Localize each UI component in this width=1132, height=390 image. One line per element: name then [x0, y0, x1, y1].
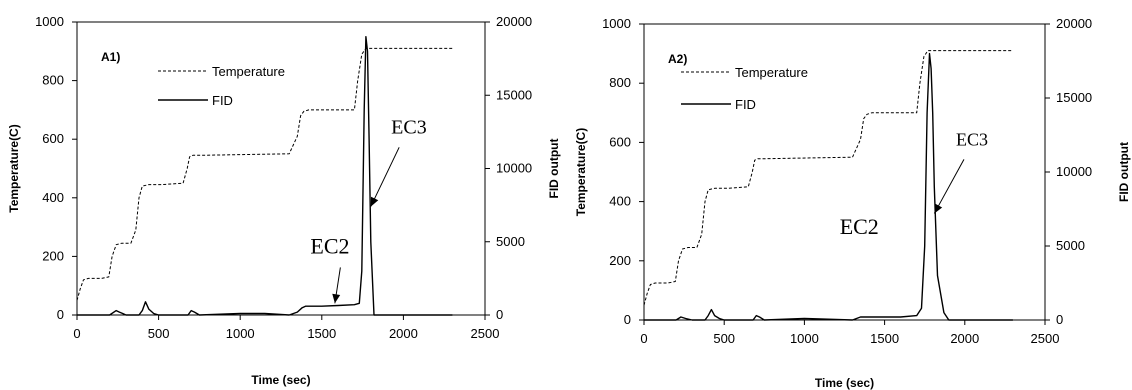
annotation-arrowhead-ec2: [332, 293, 341, 304]
annotation-arrow-ec3: [370, 147, 400, 207]
legend-label-fid: FID: [735, 97, 756, 112]
series-fid-line: [77, 36, 453, 316]
y-tick-label: 200: [609, 253, 631, 268]
y2-tick-label: 15000: [1056, 90, 1092, 105]
x-tick-label: 0: [73, 326, 80, 341]
y2-tick-label: 0: [496, 307, 503, 322]
y2-tick-label: 0: [1056, 312, 1063, 327]
annotation-ec2: EC2: [840, 214, 879, 239]
y-tick-label: 0: [624, 312, 631, 327]
series-temperature-line: [643, 50, 1013, 306]
x-tick-label: 2000: [950, 331, 979, 346]
y-tick-label: 400: [609, 194, 631, 209]
annotation-ec2: EC2: [310, 233, 349, 258]
legend-label-fid: FID: [212, 93, 233, 108]
y-tick-label: 0: [57, 307, 64, 322]
x-tick-label: 500: [713, 331, 735, 346]
annotation-arrowhead-ec3: [934, 203, 943, 214]
y-tick-label: 400: [42, 190, 64, 205]
legend-label-temperature: Temperature: [212, 64, 285, 79]
annotation-arrow-ec3: [933, 159, 965, 214]
legend-label-temperature: Temperature: [735, 65, 808, 80]
y-tick-label: 200: [42, 248, 64, 263]
x-axis-label: Time (sec): [815, 376, 874, 390]
x-axis-label: Time (sec): [251, 373, 310, 387]
y-tick-label: 1000: [602, 16, 631, 31]
x-tick-label: 1500: [307, 326, 336, 341]
series-fid-line: [644, 52, 1013, 321]
panel-label: A2): [668, 52, 687, 66]
plot-frame-2: [643, 23, 1046, 321]
panel-label: A1): [101, 50, 120, 64]
y-axis-label: Temperature(C): [574, 128, 588, 216]
y2-tick-label: 10000: [1056, 164, 1092, 179]
y2-axis-label: FID output: [547, 139, 561, 199]
x-tick-label: 1000: [226, 326, 255, 341]
annotation-ec3: EC3: [391, 116, 427, 138]
y-tick-label: 600: [42, 131, 64, 146]
x-tick-label: 2500: [471, 326, 500, 341]
y2-tick-label: 20000: [496, 14, 532, 29]
series-temperature-line: [76, 47, 453, 301]
x-tick-label: 500: [148, 326, 170, 341]
x-tick-label: 0: [640, 331, 647, 346]
y2-tick-label: 5000: [496, 234, 525, 249]
x-tick-label: 2000: [389, 326, 418, 341]
y-tick-label: 800: [609, 75, 631, 90]
x-tick-label: 1000: [790, 331, 819, 346]
x-tick-label: 1500: [870, 331, 899, 346]
y2-axis-label: FID output: [1117, 142, 1131, 202]
y-tick-label: 1000: [35, 14, 64, 29]
y2-tick-label: 5000: [1056, 238, 1085, 253]
y-axis-label: Temperature(C): [7, 124, 21, 212]
y2-tick-label: 20000: [1056, 16, 1092, 31]
x-tick-label: 2500: [1031, 331, 1060, 346]
annotation-ec3: EC3: [956, 129, 988, 149]
y2-tick-label: 10000: [496, 161, 532, 176]
annotation-arrowhead-ec3: [370, 196, 379, 207]
y-tick-label: 800: [42, 73, 64, 88]
y2-tick-label: 15000: [496, 87, 532, 102]
y-tick-label: 600: [609, 134, 631, 149]
